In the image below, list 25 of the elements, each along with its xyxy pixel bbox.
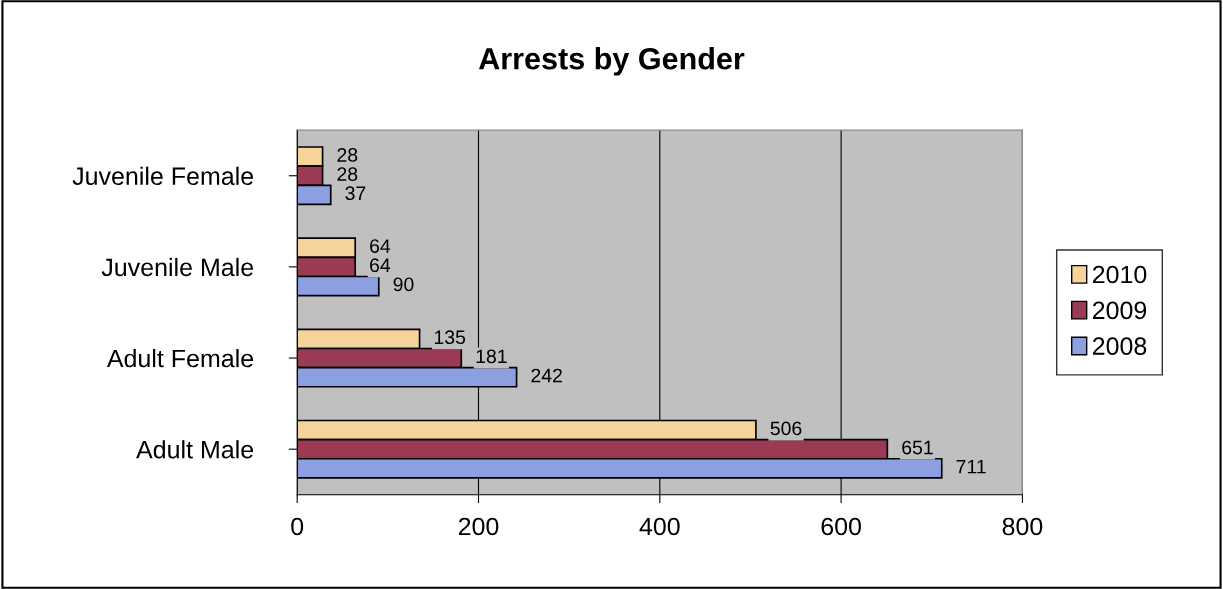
data-label: 135: [434, 330, 466, 345]
data-label: 711: [956, 459, 986, 474]
legend-label: 2010: [1092, 265, 1147, 284]
x-tick-label: 600: [821, 517, 861, 536]
data-label: 64: [370, 258, 391, 273]
legend-label: 2009: [1092, 301, 1147, 320]
data-label: 28: [337, 148, 358, 162]
data-label: 181: [476, 349, 507, 364]
data-label: 506: [770, 421, 802, 436]
data-label: 651: [902, 440, 933, 455]
x-tick-label: 400: [639, 517, 680, 536]
y-tick-label: Adult Female: [106, 348, 254, 368]
y-tick-label: Juvenile Female: [72, 166, 254, 186]
data-label: 37: [345, 186, 366, 201]
data-label: 90: [393, 277, 414, 292]
legend-label: 2008: [1092, 337, 1147, 355]
data-label: 242: [531, 368, 562, 383]
y-tick-label: Juvenile Male: [101, 257, 254, 277]
chart-title: Arrests by Gender: [478, 47, 745, 76]
y-tick-label: Adult Male: [136, 440, 254, 459]
data-label: 64: [370, 239, 391, 253]
x-tick-label: 800: [1002, 517, 1043, 536]
data-label: 28: [337, 167, 358, 181]
x-tick-label: 0: [291, 517, 304, 536]
x-tick-label: 200: [458, 517, 499, 536]
